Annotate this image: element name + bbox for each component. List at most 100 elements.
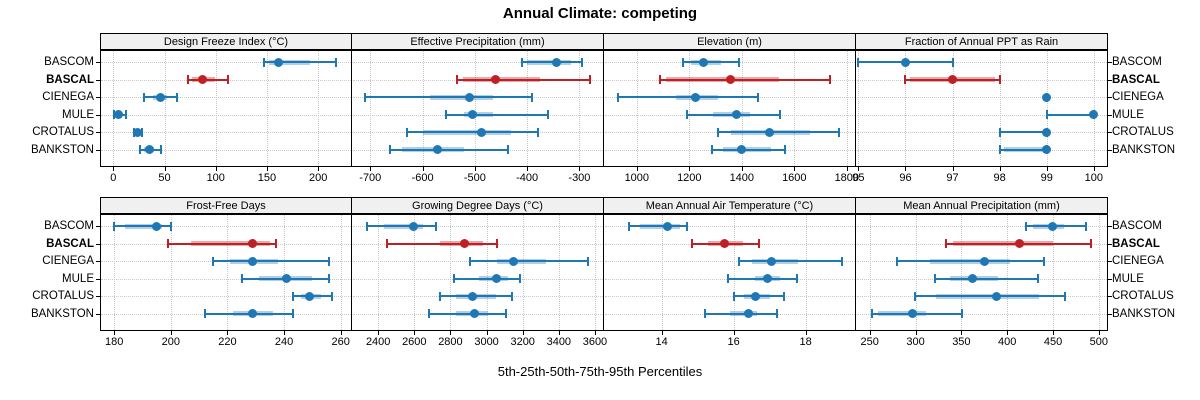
x-tick-label: 400 bbox=[998, 336, 1017, 348]
x-tick-label: 300 bbox=[906, 336, 925, 348]
panel-strip-title: Mean Annual Precipitation (mm) bbox=[856, 197, 1108, 214]
series-whisker-cap-high-CROTALUS bbox=[331, 291, 334, 301]
gridline-vertical bbox=[636, 51, 638, 166]
series-median-dot-BANKSTON bbox=[432, 145, 442, 154]
gridline-vertical bbox=[905, 51, 907, 166]
x-tick-label: 350 bbox=[952, 336, 971, 348]
x-tick-label: 50 bbox=[158, 172, 171, 184]
x-axis-tick bbox=[522, 331, 524, 335]
gridline-vertical bbox=[318, 51, 320, 166]
site-label-right-mule: MULE bbox=[1112, 272, 1144, 285]
series-whisker-cap-low-CIENEGA bbox=[143, 92, 146, 102]
gridline-horizontal bbox=[857, 114, 1107, 116]
y-axis-tick-right bbox=[1108, 149, 1112, 151]
series-median-dot-BASCAL bbox=[197, 75, 207, 84]
series-whisker-cap-high-MULE bbox=[124, 110, 127, 119]
gridline-vertical bbox=[522, 215, 524, 330]
series-whisker-cap-high-BASCAL bbox=[757, 239, 760, 248]
series-whisker-cap-low-CIENEGA bbox=[364, 92, 367, 102]
series-whisker-cap-low-MULE bbox=[727, 274, 730, 283]
series-median-dot-MULE bbox=[492, 274, 502, 283]
series-whisker-cap-high-BANKSTON bbox=[160, 145, 163, 154]
x-tick-label: 1000 bbox=[624, 172, 650, 184]
series-whisker-CROTALUS bbox=[999, 131, 1047, 133]
panel-strip-title: Fraction of Annual PPT as Rain bbox=[856, 33, 1108, 50]
x-axis-tick bbox=[378, 331, 380, 335]
x-axis-tick bbox=[318, 167, 320, 171]
series-whisker-cap-high-MULE bbox=[547, 110, 550, 119]
panel-plot-area bbox=[856, 214, 1108, 331]
series-whisker-cap-low-BASCAL bbox=[904, 75, 907, 84]
x-tick-label: -300 bbox=[568, 172, 591, 184]
series-whisker-cap-low-BANKSTON bbox=[870, 309, 873, 318]
series-whisker-cap-low-BANKSTON bbox=[203, 309, 206, 318]
x-axis-tick bbox=[805, 331, 807, 335]
series-whisker-cap-high-BASCOM bbox=[738, 57, 741, 67]
gridline-horizontal bbox=[101, 132, 351, 133]
series-whisker-cap-low-BASCOM bbox=[681, 57, 684, 67]
gridline-horizontal bbox=[857, 313, 1107, 315]
gridline-vertical bbox=[558, 215, 560, 330]
panel-plot-area bbox=[604, 214, 856, 331]
series-median-dot-CIENEGA bbox=[155, 92, 165, 102]
x-axis-tick bbox=[422, 167, 424, 171]
gridline-vertical bbox=[266, 51, 268, 166]
series-whisker-cap-low-CIENEGA bbox=[738, 256, 740, 266]
gridline-horizontal bbox=[857, 97, 1107, 98]
series-whisker-BANKSTON bbox=[428, 312, 507, 315]
panel-strip-title: Frost-Free Days bbox=[100, 197, 352, 214]
series-median-dot-CROTALUS bbox=[305, 291, 315, 301]
x-tick-label: 2600 bbox=[402, 336, 427, 348]
series-whisker-cap-low-BASCAL bbox=[166, 239, 169, 248]
gridline-vertical bbox=[661, 215, 663, 330]
series-whisker-cap-high-BANKSTON bbox=[775, 309, 778, 318]
gridline-vertical bbox=[527, 51, 529, 166]
series-median-dot-MULE bbox=[113, 110, 123, 119]
series-whisker-cap-low-CROTALUS bbox=[291, 291, 294, 301]
y-axis-tick-right bbox=[1108, 97, 1112, 98]
gridline-vertical bbox=[805, 215, 807, 330]
series-whisker-BASCOM bbox=[114, 225, 171, 227]
x-axis-tick bbox=[594, 331, 596, 335]
series-whisker-BASCAL bbox=[456, 78, 590, 81]
series-whisker-cap-low-BASCOM bbox=[520, 57, 523, 67]
x-tick-label: -700 bbox=[359, 172, 382, 184]
series-median-dot-BANKSTON bbox=[144, 145, 154, 154]
series-whisker-cap-low-CROTALUS bbox=[438, 291, 441, 301]
y-axis-tick-right bbox=[1108, 132, 1112, 133]
gridline-horizontal bbox=[605, 296, 855, 297]
y-axis-tick-right bbox=[1108, 261, 1112, 262]
series-whisker-MULE bbox=[728, 277, 797, 280]
site-label-right-bankston: BANKSTON bbox=[1112, 143, 1176, 156]
series-whisker-cap-low-BASCOM bbox=[628, 221, 631, 231]
site-label-left-bascal: BASCAL bbox=[46, 73, 94, 86]
panel-plot-area bbox=[100, 214, 352, 331]
panel-plot-area bbox=[352, 50, 604, 167]
x-axis-tick bbox=[284, 331, 286, 335]
x-tick-label: 14 bbox=[655, 336, 668, 348]
series-median-dot-CIENEGA bbox=[465, 92, 475, 102]
y-axis-tick-right bbox=[1108, 313, 1112, 315]
series-median-dot-CIENEGA bbox=[1042, 92, 1052, 102]
series-whisker-BASCOM bbox=[521, 61, 583, 63]
y-axis-tick-left bbox=[96, 261, 100, 262]
x-axis-tick bbox=[527, 167, 529, 171]
series-median-dot-CIENEGA bbox=[509, 256, 519, 266]
site-label-right-cienega: CIENEGA bbox=[1112, 91, 1164, 103]
x-axis-tick bbox=[370, 167, 372, 171]
series-median-dot-MULE bbox=[967, 274, 977, 283]
series-whisker-cap-high-CIENEGA bbox=[175, 92, 178, 102]
gridline-horizontal bbox=[605, 261, 855, 262]
series-whisker-cap-high-CROTALUS bbox=[1063, 291, 1066, 301]
series-whisker-cap-low-CIENEGA bbox=[469, 256, 472, 266]
series-whisker-cap-high-BASCAL bbox=[227, 75, 230, 84]
series-median-dot-BASCAL bbox=[248, 239, 258, 248]
series-whisker-CIENEGA bbox=[470, 260, 588, 262]
series-median-dot-BANKSTON bbox=[470, 309, 480, 318]
x-axis-tick bbox=[999, 167, 1001, 171]
gridline-vertical bbox=[741, 51, 743, 166]
site-label-left-bankston: BANKSTON bbox=[30, 307, 94, 320]
gridline-vertical bbox=[1007, 215, 1009, 330]
x-tick-label: 0 bbox=[110, 172, 117, 184]
